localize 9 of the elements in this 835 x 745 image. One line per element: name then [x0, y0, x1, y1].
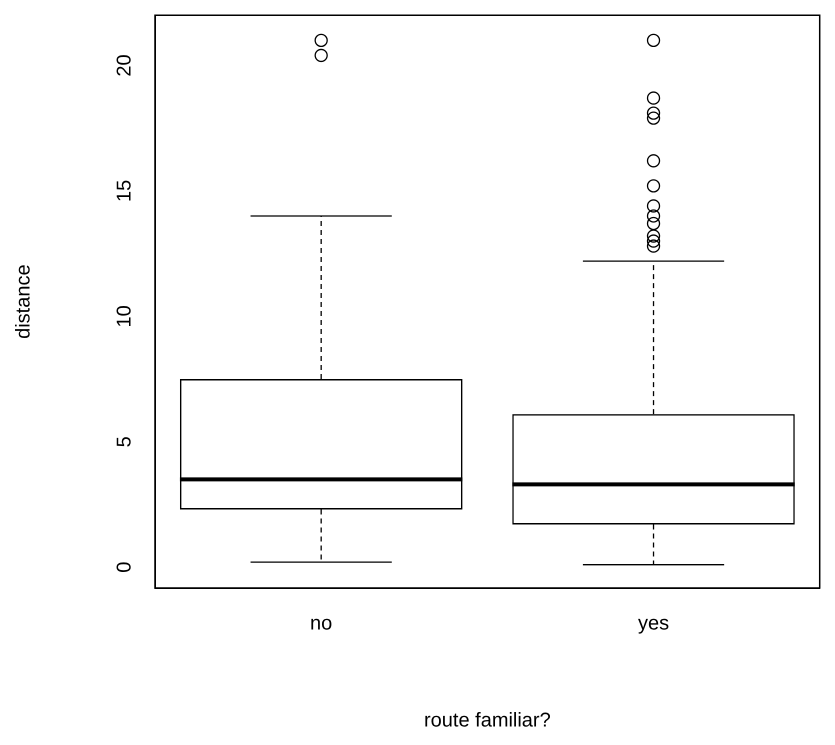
y-axis-title: distance: [12, 264, 35, 339]
x-axis-title: route familiar?: [424, 710, 551, 732]
x-tick-label: no: [310, 612, 332, 635]
y-tick-label: 15: [114, 180, 136, 202]
y-tick-label: 5: [114, 436, 136, 448]
x-tick-label: yes: [638, 612, 670, 635]
y-tick-label: 10: [114, 305, 136, 328]
y-tick-label: 20: [114, 54, 136, 77]
y-tick-label: 0: [114, 562, 136, 573]
